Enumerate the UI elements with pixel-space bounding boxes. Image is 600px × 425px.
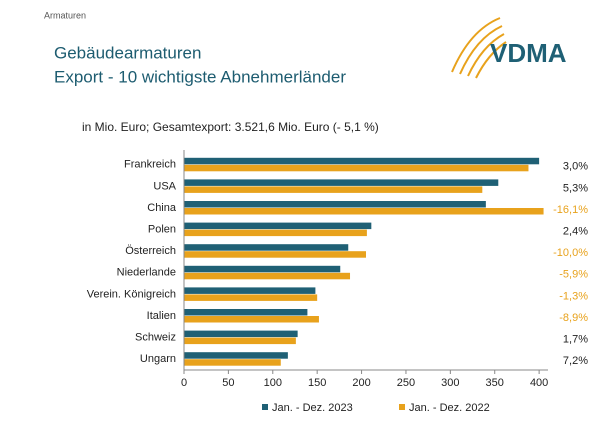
change-label: -10,0% [553,247,588,259]
logo-arc [467,33,505,77]
bar [184,201,486,208]
legend-swatch [399,404,405,410]
y-tick-label: USA [153,180,176,192]
bar [184,251,366,258]
logo-arc [459,25,503,75]
change-label: -8,9% [559,312,588,324]
bar [184,294,318,301]
logo: VDMA [490,38,567,68]
bar [184,265,341,273]
y-tick-label: Polen [148,224,176,236]
change-label: -1,3% [559,290,588,302]
logo-arcs [451,17,507,79]
y-tick-label: Niederlande [117,267,176,279]
bar [184,222,372,230]
bar [184,208,544,215]
bar [184,316,319,323]
logo-arc [451,17,501,73]
chart-title: Export - 10 wichtigste Abnehmerländer [54,67,346,86]
subtitle: in Mio. Euro; Gesamtexport: 3.521,6 Mio.… [82,120,379,134]
bar [184,272,351,280]
x-tick-label: 0 [181,377,187,389]
x-tick-label: 300 [441,377,459,389]
bar [184,352,288,359]
bar [184,330,298,338]
bar [184,287,316,294]
x-tick-label: 50 [222,377,234,389]
legend-swatch [262,404,268,410]
x-tick-label: 200 [352,377,370,389]
y-tick-label: Italien [147,310,176,322]
y-tick-label: Frankreich [124,159,176,171]
bar [184,244,349,251]
bar [184,164,529,172]
bar [184,179,499,186]
change-label: 3,0% [563,161,588,173]
bar [184,359,281,366]
change-label: 2,4% [563,226,588,238]
x-tick-label: 350 [486,377,504,389]
x-tick-label: 250 [397,377,415,389]
chart-title: Gebäudearmaturen [54,43,201,62]
x-tick-label: 400 [530,377,548,389]
change-label: 7,2% [563,355,588,367]
change-label: -16,1% [553,204,588,216]
header: Armaturen [44,10,86,20]
legend-label: Jan. - Dez. 2023 [272,402,353,414]
logo-arc [475,41,507,79]
y-tick-label: Verein. Königreich [87,288,176,300]
x-tick-label: 150 [308,377,326,389]
bar [184,157,540,165]
y-tick-label: Österreich [125,245,176,257]
y-tick-label: Schweiz [135,332,176,344]
change-label: 5,3% [563,182,588,194]
bar [184,309,308,316]
y-tick-label: China [147,202,177,214]
change-label: 1,7% [563,334,588,346]
legend-label: Jan. - Dez. 2022 [409,402,490,414]
bar [184,186,483,193]
bar [184,229,367,237]
y-tick-label: Ungarn [140,353,176,365]
change-label: -5,9% [559,269,588,281]
bar [184,337,296,345]
x-tick-label: 100 [264,377,282,389]
